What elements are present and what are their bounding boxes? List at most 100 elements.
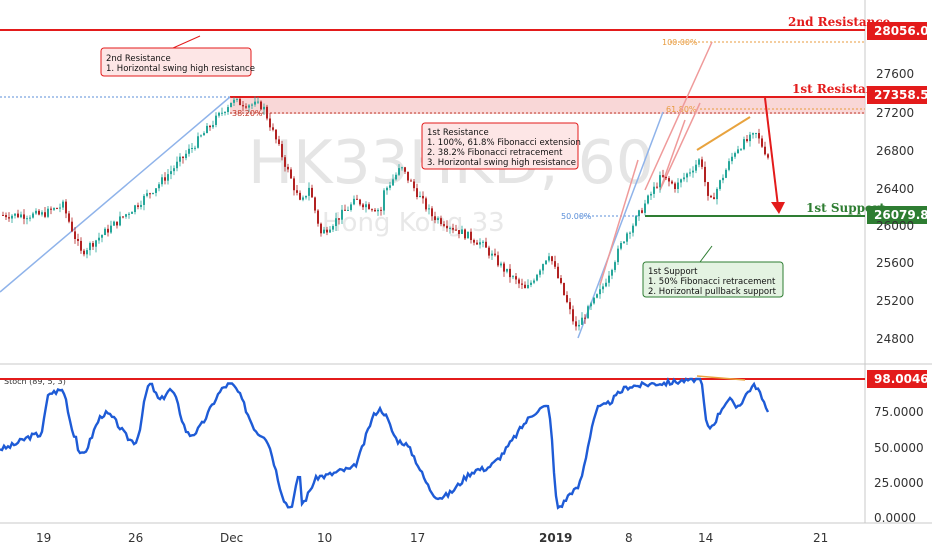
- candle-body: [332, 226, 334, 230]
- candle-body: [632, 225, 634, 233]
- candle-body: [11, 215, 13, 219]
- candle-body: [419, 195, 421, 197]
- candle-body: [131, 212, 133, 214]
- candle-body: [197, 136, 199, 148]
- candle-body: [95, 240, 97, 247]
- stoch-tick-label: 0.0000: [874, 511, 916, 525]
- candle-body: [515, 276, 517, 280]
- stoch-line: [0, 377, 770, 510]
- candle-body: [560, 278, 562, 283]
- candle-body: [611, 269, 613, 276]
- fib-382-label: 38.20%: [232, 109, 263, 118]
- candle-body: [695, 164, 697, 171]
- candle-body: [161, 177, 163, 185]
- candle-body: [587, 306, 589, 319]
- candle-body: [548, 256, 550, 261]
- candle-body: [53, 208, 55, 210]
- candle-body: [482, 241, 484, 243]
- candle-body: [2, 214, 4, 216]
- watermark-name: Hong Kong 33: [322, 208, 505, 238]
- fib-ext-line-2: [644, 41, 713, 191]
- candle-body: [173, 168, 175, 172]
- candle-body: [239, 98, 241, 106]
- candle-body: [401, 167, 403, 169]
- candle-body: [263, 106, 265, 110]
- candle-body: [113, 221, 115, 226]
- candle-body: [758, 133, 760, 139]
- candle-body: [167, 174, 169, 181]
- candle-body: [59, 207, 61, 209]
- candle-body: [542, 264, 544, 271]
- candle-body: [236, 98, 238, 100]
- candle-body: [725, 169, 727, 178]
- candle-body: [479, 242, 481, 245]
- candle-body: [5, 215, 7, 218]
- candle-body: [767, 154, 769, 158]
- candle-body: [149, 193, 151, 195]
- candle-body: [251, 104, 253, 106]
- candle-body: [80, 240, 82, 251]
- fib-50-label: 50.00%: [561, 212, 592, 221]
- price-tick-label: 26000: [876, 219, 914, 233]
- candle-body: [416, 188, 418, 197]
- candle-body: [17, 213, 19, 218]
- candle-body: [593, 297, 595, 304]
- candle-body: [647, 195, 649, 204]
- divergence-line: [696, 116, 751, 151]
- candle-body: [188, 148, 190, 154]
- candle-body: [440, 218, 442, 225]
- candle-body: [671, 181, 673, 184]
- candle-body: [500, 263, 502, 266]
- candle-body: [134, 205, 136, 213]
- candle-body: [185, 153, 187, 159]
- candle-body: [329, 229, 331, 233]
- candle-body: [140, 204, 142, 207]
- candle-body: [29, 217, 31, 219]
- candlestick-series: [2, 96, 769, 331]
- candle-body: [371, 209, 373, 211]
- candle-body: [659, 175, 661, 188]
- candle-body: [551, 256, 553, 262]
- fib-ext-line-1: [599, 159, 639, 286]
- candle-body: [8, 217, 10, 219]
- candle-body: [689, 172, 691, 174]
- res1-price-label: 27358.5: [874, 88, 929, 102]
- candle-body: [572, 309, 574, 322]
- candle-body: [764, 146, 766, 155]
- candle-body: [389, 185, 391, 188]
- date-tick-label: 14: [698, 531, 713, 545]
- candle-body: [233, 99, 235, 103]
- candle-body: [182, 156, 184, 159]
- candle-body: [248, 105, 250, 108]
- candle-body: [356, 198, 358, 200]
- candle-body: [686, 173, 688, 178]
- candle-body: [458, 230, 460, 234]
- candle-body: [125, 214, 127, 217]
- candle-body: [581, 317, 583, 325]
- candle-body: [260, 101, 262, 110]
- res2-price-tag: 28056.0: [867, 22, 929, 40]
- candle-body: [221, 112, 223, 114]
- candle-body: [761, 138, 763, 147]
- candle-body: [722, 177, 724, 181]
- candle-body: [503, 263, 505, 272]
- candle-body: [122, 216, 124, 218]
- candle-body: [179, 156, 181, 162]
- candle-body: [128, 213, 130, 215]
- candle-body: [284, 157, 286, 167]
- candle-body: [377, 209, 379, 212]
- candle-body: [200, 135, 202, 137]
- date-tick-label: Dec: [220, 531, 243, 545]
- candle-body: [98, 237, 100, 241]
- candle-body: [242, 105, 244, 107]
- candle-body: [398, 168, 400, 175]
- sup1-price-tag: 26079.8: [867, 206, 929, 224]
- candle-body: [485, 241, 487, 248]
- candle-body: [491, 253, 493, 256]
- candle-body: [209, 125, 211, 128]
- res1-price-tag: 27358.5: [867, 86, 929, 104]
- candle-body: [698, 159, 700, 165]
- candle-body: [413, 181, 415, 189]
- candle-body: [497, 255, 499, 266]
- candle-body: [152, 192, 154, 194]
